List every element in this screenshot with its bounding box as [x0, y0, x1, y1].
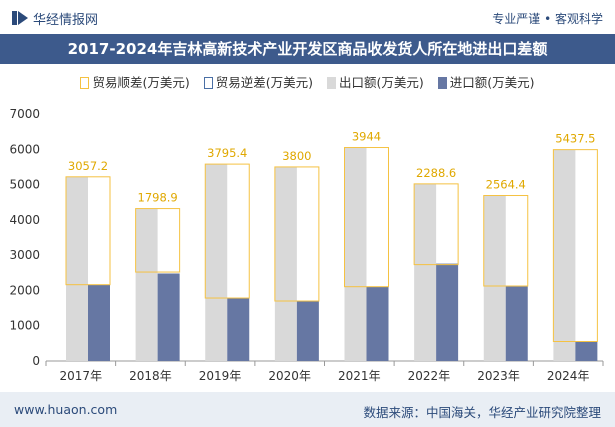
export-bar [344, 147, 367, 361]
surplus-bar [274, 166, 320, 302]
surplus-bar [344, 147, 389, 288]
y-tick-label: 1000 [9, 319, 40, 333]
export-bar [414, 183, 437, 361]
surplus-data-label: 1798.9 [138, 191, 178, 205]
surplus-bar [483, 195, 529, 287]
export-bar [274, 166, 297, 361]
surplus-bar [413, 183, 459, 266]
legend-swatch-deficit [203, 77, 213, 89]
export-bar [66, 176, 88, 361]
legend-item-import: 进口额(万美元) [437, 72, 535, 91]
tagline: 专业严谨 • 客观科学 [492, 12, 603, 26]
top-bar: 华经情报网 专业严谨 • 客观科学 [0, 0, 615, 34]
x-tick-label: 2018年 [129, 369, 172, 383]
y-tick-label: 2000 [9, 283, 40, 297]
legend-swatch-export [326, 77, 336, 89]
bar-chart: 0 1000 2000 3000 4000 5000 6000 7000 3057.2 2017年… [9, 107, 604, 383]
x-tick-label: 2019年 [199, 369, 242, 383]
export-bar [553, 149, 576, 361]
surplus-bar [552, 149, 598, 343]
x-tick-label: 2021年 [338, 369, 381, 383]
legend-swatch-surplus [80, 77, 90, 89]
footer-bar: www.huaon.com 数据来源：中国海关，华经产业研究院整理 [0, 392, 615, 427]
import-bar [157, 273, 180, 361]
legend-item-deficit: 贸易逆差(万美元) [203, 72, 313, 91]
import-bar [575, 341, 598, 361]
legend-label-deficit: 贸易逆差(万美元) [215, 75, 313, 90]
surplus-data-label: 2564.4 [486, 178, 526, 192]
import-bar [296, 301, 319, 361]
legend-item-surplus: 贸易顺差(万美元) [80, 72, 190, 91]
y-tick-label: 3000 [9, 248, 40, 262]
legend-label-surplus: 贸易顺差(万美元) [92, 75, 190, 90]
x-tick-label: 2023年 [477, 369, 520, 383]
surplus-bar [65, 176, 111, 286]
import-bar [88, 284, 110, 361]
import-bar [505, 286, 528, 361]
legend-swatch-import [437, 77, 447, 89]
x-tick-label: 2022年 [408, 369, 451, 383]
legend-label-export: 出口额(万美元) [338, 75, 424, 90]
logo-icon [12, 11, 28, 25]
import-bar [227, 298, 250, 361]
y-tick-label: 5000 [9, 178, 40, 192]
data-source: 数据来源：中国海关，华经产业研究院整理 [363, 405, 601, 420]
export-bar [483, 195, 506, 361]
y-tick-label: 7000 [9, 107, 40, 121]
surplus-bar [135, 208, 181, 273]
x-tick-label: 2017年 [60, 369, 103, 383]
export-bar [135, 208, 158, 361]
chart-title: 2017-2024年吉林高新技术产业开发区商品收发货人所在地进出口差额 [0, 34, 615, 64]
brand-name: 华经情报网 [33, 13, 99, 28]
legend-item-export: 出口额(万美元) [326, 72, 424, 91]
surplus-data-label: 3057.2 [68, 159, 108, 173]
legend-label-import: 进口额(万美元) [449, 75, 535, 90]
x-tick-label: 2020年 [268, 369, 311, 383]
surplus-data-label: 3944 [352, 130, 381, 144]
export-bar [205, 164, 228, 361]
import-bar [366, 286, 389, 361]
surplus-data-label: 2288.6 [416, 166, 456, 180]
y-tick-label: 0 [32, 354, 40, 368]
surplus-data-label: 3800 [282, 149, 311, 163]
surplus-bar [204, 163, 250, 299]
surplus-data-label: 5437.5 [555, 132, 595, 146]
y-tick-label: 6000 [9, 142, 40, 156]
chart-legend: 贸易顺差(万美元) 贸易逆差(万美元) 出口额(万美元) 进口额(万美元) [0, 72, 615, 94]
y-tick-label: 4000 [9, 213, 40, 227]
surplus-data-label: 3795.4 [207, 146, 247, 160]
import-bar [436, 263, 459, 361]
x-tick-label: 2024年 [547, 369, 590, 383]
site-url: www.huaon.com [14, 402, 118, 417]
